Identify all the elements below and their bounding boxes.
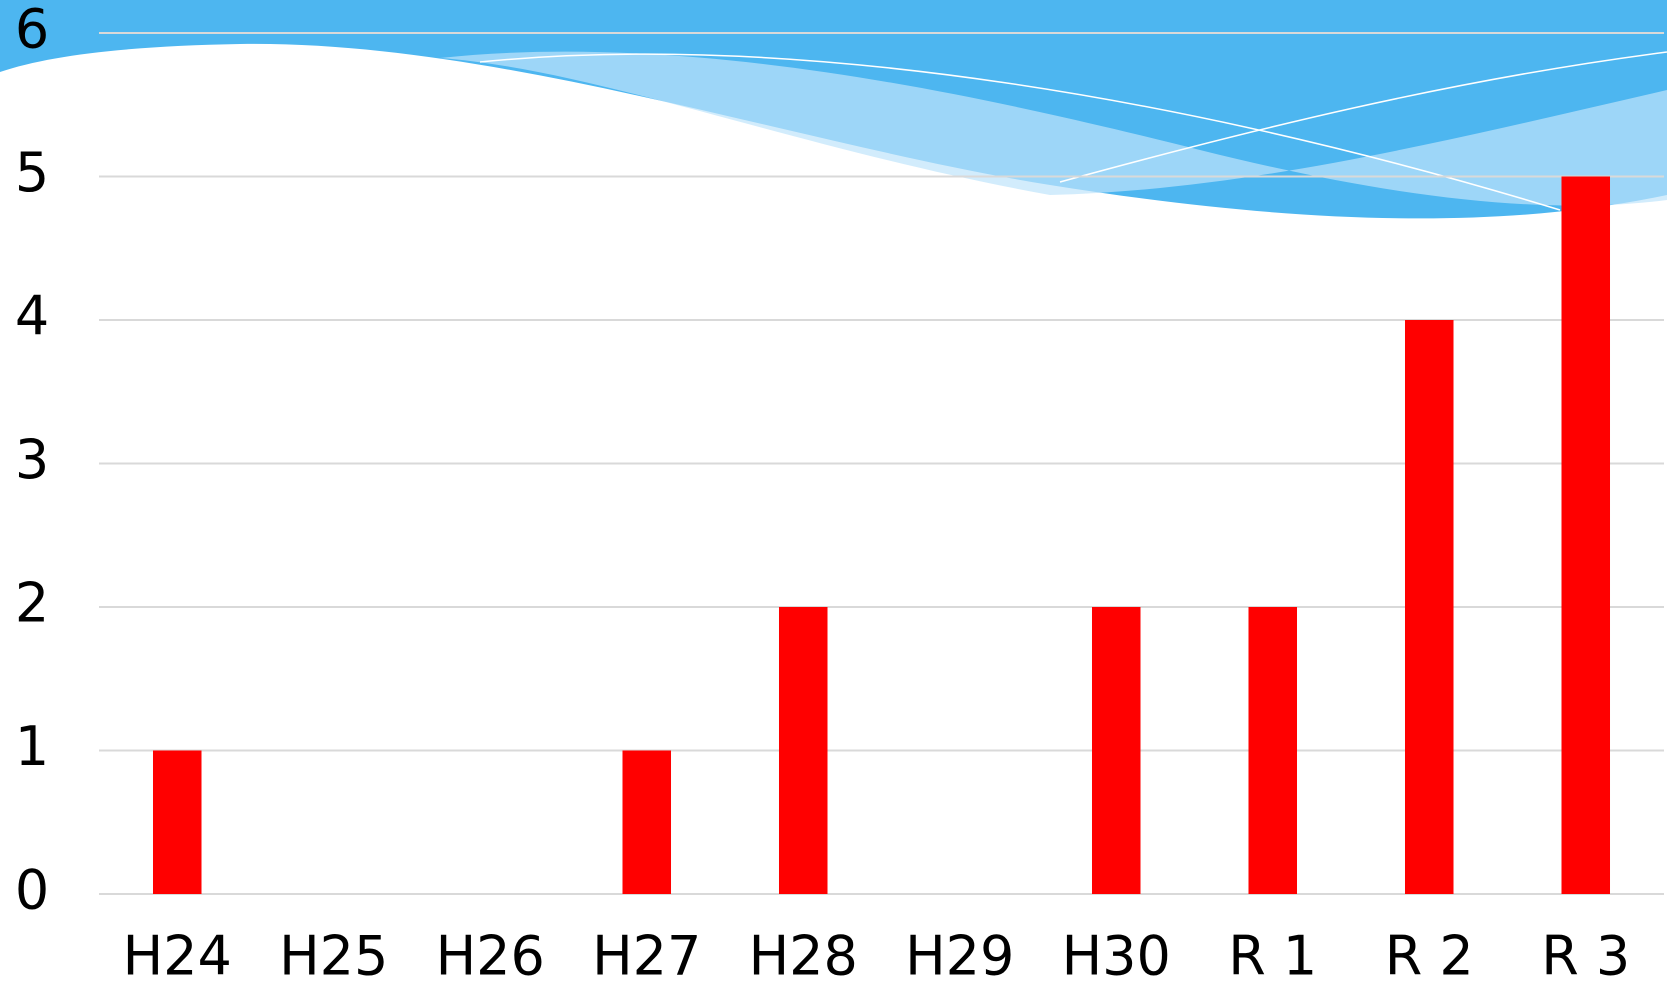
x-tick-label: H28: [749, 925, 858, 988]
x-tick-label: H30: [1062, 925, 1171, 988]
bar: [1248, 607, 1297, 894]
bar: [1092, 607, 1141, 894]
y-tick-label: 5: [15, 141, 49, 204]
bar: [1561, 177, 1610, 895]
x-tick-label: R 1: [1228, 925, 1317, 988]
y-tick-label: 1: [15, 715, 49, 778]
bar: [153, 751, 202, 895]
y-tick-label: 4: [15, 285, 49, 348]
y-tick-label: 0: [15, 859, 49, 922]
bar: [1405, 320, 1454, 894]
bar: [622, 751, 671, 895]
y-tick-label: 6: [15, 0, 49, 61]
x-tick-label: R 3: [1541, 925, 1630, 988]
x-tick-label: H27: [592, 925, 701, 988]
y-tick-label: 2: [15, 572, 49, 635]
x-tick-label: H29: [905, 925, 1014, 988]
y-tick-label: 3: [15, 428, 49, 491]
chart: 0 1 2 3 4 5 6 H24 H25 H26 H27 H28 H29 H30 R 1 R 2 R 3: [0, 0, 1667, 992]
page: {"chart_data": {"type": "bar", "categori…: [0, 0, 1667, 992]
x-tick-label: H25: [279, 925, 388, 988]
x-tick-label: H24: [123, 925, 232, 988]
x-tick-label: H26: [436, 925, 545, 988]
bar: [779, 607, 828, 894]
x-tick-label: R 2: [1385, 925, 1474, 988]
